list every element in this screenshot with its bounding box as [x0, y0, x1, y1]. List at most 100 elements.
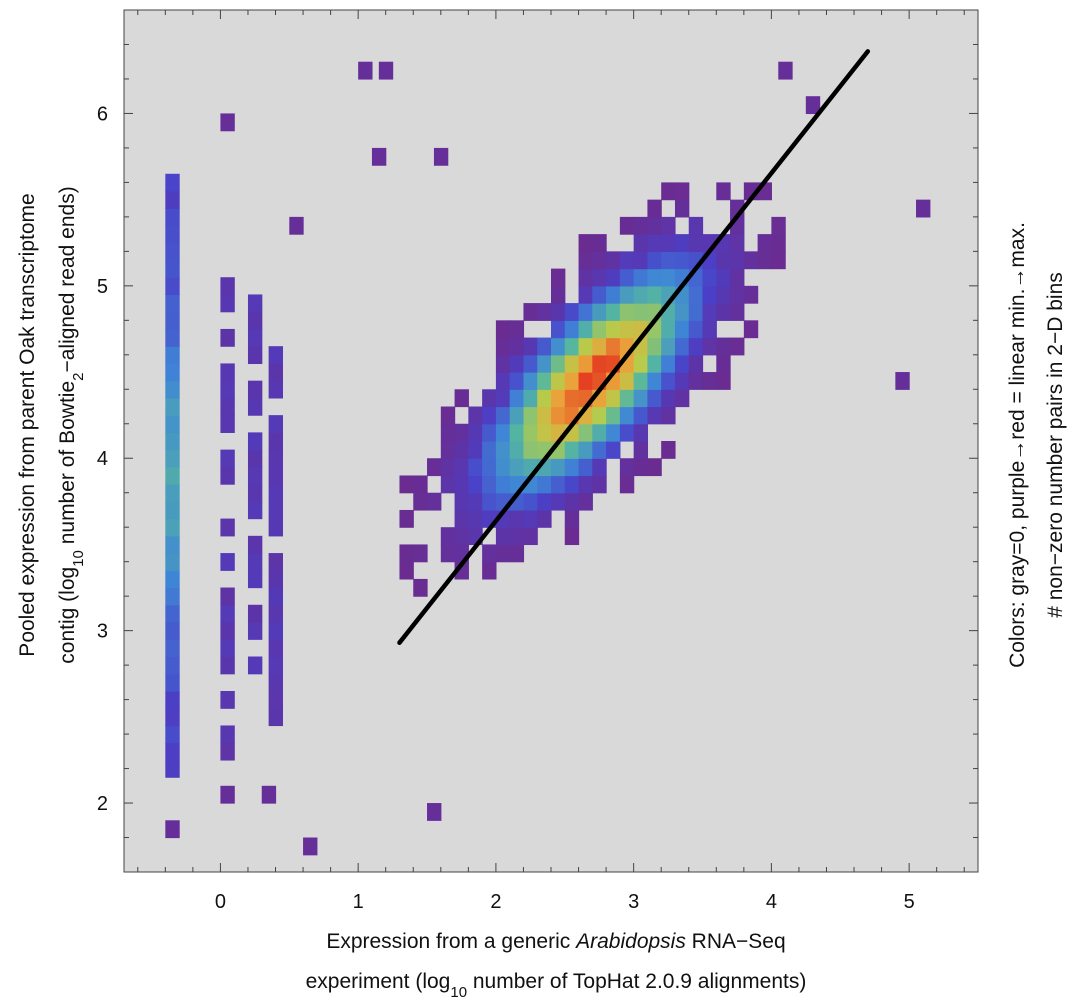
column-bin — [248, 536, 262, 554]
y-tick-label: 2 — [97, 793, 108, 815]
column-bin — [165, 450, 179, 468]
outlier-bin — [895, 372, 909, 390]
density-bin — [620, 424, 634, 442]
column-bin — [248, 381, 262, 399]
column-bin — [269, 415, 283, 433]
density-bin — [634, 407, 648, 425]
density-bin — [606, 389, 620, 407]
density-bin — [606, 338, 620, 356]
column-bin — [269, 501, 283, 519]
density-bin — [537, 338, 551, 356]
column-bin — [269, 467, 283, 485]
density-bin — [496, 544, 510, 562]
column-bin — [165, 622, 179, 640]
column-bin — [165, 725, 179, 743]
density-bin — [482, 458, 496, 476]
column-bin — [165, 415, 179, 433]
column-bin — [165, 191, 179, 209]
density-bin — [551, 458, 565, 476]
density-bin — [689, 303, 703, 321]
density-bin — [496, 407, 510, 425]
column-bin — [165, 570, 179, 588]
density-bin — [468, 441, 482, 459]
density-bin — [675, 389, 689, 407]
density-bin — [399, 475, 413, 493]
outlier-bin — [220, 786, 234, 804]
column-bin — [269, 570, 283, 588]
density-bin — [661, 320, 675, 338]
x-tick-label: 2 — [490, 891, 501, 913]
density-bin — [455, 458, 469, 476]
density-bin — [606, 407, 620, 425]
outlier-bin — [289, 217, 303, 235]
density-bin — [427, 493, 441, 511]
density-bin — [510, 441, 524, 459]
column-bin — [269, 484, 283, 502]
density-bin — [606, 424, 620, 442]
x-axis-title-line1: Expression from a generic Arabidopsis RN… — [326, 930, 785, 953]
column-bin — [248, 570, 262, 588]
density-bin — [551, 355, 565, 373]
density-bin — [496, 320, 510, 338]
density-bin — [537, 355, 551, 373]
x-axis-title-line2: experiment (log10 number of TopHat 2.0.9… — [306, 970, 807, 1001]
density-bin — [496, 372, 510, 390]
column-bin — [269, 605, 283, 623]
column-bin — [248, 432, 262, 450]
density-bin — [468, 493, 482, 511]
density-bin — [565, 441, 579, 459]
column-bin — [220, 639, 234, 657]
density-bin — [716, 355, 730, 373]
density-bin — [510, 338, 524, 356]
column-bin — [165, 432, 179, 450]
density-bin — [427, 458, 441, 476]
density-bin — [647, 355, 661, 373]
density-bin — [758, 234, 772, 252]
density-bin — [634, 424, 648, 442]
density-bin — [551, 269, 565, 287]
column-bin — [165, 363, 179, 381]
column-bin — [220, 467, 234, 485]
column-bin — [269, 346, 283, 364]
density-bin — [579, 493, 593, 511]
density-bin — [537, 389, 551, 407]
column-bin — [220, 363, 234, 381]
density-bin — [716, 251, 730, 269]
density-bin — [661, 355, 675, 373]
column-bin — [248, 622, 262, 640]
column-bin — [220, 450, 234, 468]
density-bin — [496, 458, 510, 476]
density-bin — [730, 234, 744, 252]
density-bin — [634, 458, 648, 476]
density-bin — [592, 355, 606, 373]
density-bin — [675, 320, 689, 338]
density-bin — [537, 372, 551, 390]
density-bin — [689, 286, 703, 304]
density-bin — [730, 286, 744, 304]
density-bin — [482, 475, 496, 493]
outlier-bin — [358, 62, 372, 80]
density-bin — [468, 510, 482, 528]
density-bin — [703, 320, 717, 338]
x-tick-label: 0 — [215, 891, 226, 913]
density-bin — [579, 303, 593, 321]
density-bin — [413, 475, 427, 493]
density-bin — [482, 562, 496, 580]
density-bin — [551, 286, 565, 304]
column-bin — [165, 381, 179, 399]
density-bin — [703, 269, 717, 287]
column-bin — [248, 467, 262, 485]
outlier-bin — [434, 148, 448, 166]
density-bin — [592, 458, 606, 476]
density-bin — [565, 355, 579, 373]
density-bin — [606, 441, 620, 459]
density-bin — [634, 372, 648, 390]
column-bin — [165, 708, 179, 726]
density-bin — [620, 269, 634, 287]
column-bin — [220, 691, 234, 709]
density-bin — [634, 355, 648, 373]
column-bin — [165, 294, 179, 312]
density-bin — [730, 251, 744, 269]
density-bin — [496, 338, 510, 356]
density-bin — [579, 355, 593, 373]
